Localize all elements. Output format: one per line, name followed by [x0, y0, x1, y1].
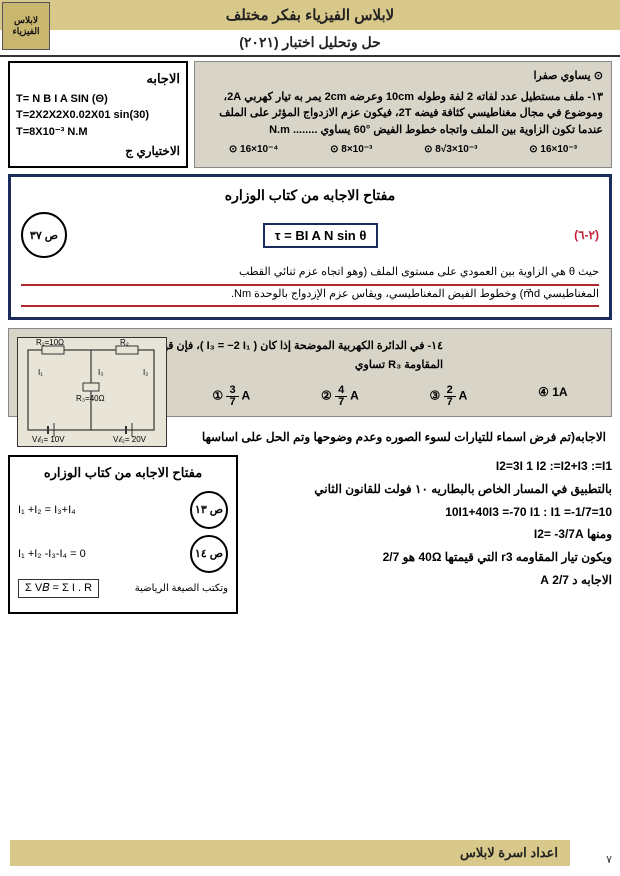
r1-label: R₁=10Ω	[36, 338, 64, 347]
key13-note1: حيث θ هي الزاوية بين العمودي على مستوى ا…	[21, 264, 599, 286]
row3: I2=3I 1 I2 :=I2+I3 :=I1 بالتطبيق في المس…	[8, 455, 612, 614]
key13: مفتاح الاجابه من كتاب الوزاره (٢-٦) τ = …	[8, 174, 612, 320]
ans-line3: T=8X10⁻³ N.M	[16, 125, 180, 138]
ans-line1: T= N B I A SIN (Θ)	[16, 93, 180, 105]
q13-opt-c: ⊙ 8×10⁻³	[330, 144, 372, 155]
page-number: ٧	[606, 853, 612, 866]
key14-r2: ص ١٤ I₁ +I₂ -I₃-I₄ = 0	[18, 535, 228, 573]
q13-opt-d: ⊙ 16×10⁻⁴	[229, 144, 278, 155]
i3-label: I₃	[98, 368, 103, 377]
key14-eq1: I₁ +I₂ = I₃+I₄	[18, 504, 76, 516]
q13-opt-b: ⊙ 8√3×10⁻³	[424, 144, 477, 155]
key13-note2: المغناطيسي m⃗d) وخطوط الفيض المغناطيسي، …	[21, 286, 599, 308]
footer: اعداد اسرة لابلاس	[10, 840, 570, 866]
sol-l1: I2=3I 1 I2 :=I2+I3 :=I1	[246, 455, 612, 478]
q13-answer: الاجابه T= N B I A SIN (Θ) T=2X2X2X0.02X…	[8, 61, 188, 168]
q13-intro: ⊙ يساوي صفرا	[203, 68, 603, 85]
ans-line2: T=2X2X2X0.02X01 sin(30)	[16, 109, 180, 121]
answer-title: الاجابه	[16, 71, 180, 87]
key14-eq3: Σ V𝐵 = Σ I . R	[18, 579, 99, 598]
q13-row: ⊙ يساوي صفرا ١٣- ملف مستطيل عدد لفاته 2 …	[8, 61, 612, 168]
logo: لابلاس الفيزياء	[2, 2, 50, 50]
r2-label: R₂	[120, 338, 129, 347]
q14-scan: R₁=10Ω R₂ R₃=40Ω V𝒷₁= 10V V𝒷₂= 20V I₁ I₃…	[8, 328, 612, 416]
header-band: لابلاس الفيزياء بفكر مختلف	[0, 0, 620, 30]
key13-formula: τ = BI A N sin θ	[263, 223, 379, 248]
key13-title: مفتاح الاجابه من كتاب الوزاره	[21, 187, 599, 204]
q13-opt-a: ⊙ 16×10⁻³	[529, 144, 577, 155]
v1-label: V𝒷₁= 10V	[32, 435, 65, 445]
key14-eq2: I₁ +I₂ -I₃-I₄ = 0	[18, 548, 86, 560]
ans-choice: الاختياري ج	[16, 144, 180, 158]
key14-title: مفتاح الاجابه من كتاب الوزاره	[18, 465, 228, 481]
q13-question: ١٣- ملف مستطيل عدد لفاته 2 لفة وطوله 10c…	[203, 89, 603, 139]
q14-opt2: ② 47 A	[321, 385, 359, 408]
sub-header: حل وتحليل اختبار (٢٠٢١)	[0, 30, 620, 57]
i1-label: I₁	[38, 368, 43, 377]
key14-p1: ص ١٣	[190, 491, 228, 529]
key14: مفتاح الاجابه من كتاب الوزاره ص ١٣ I₁ +I…	[8, 455, 238, 614]
q13-options: ⊙ 16×10⁻⁴ ⊙ 8×10⁻³ ⊙ 8√3×10⁻³ ⊙ 16×10⁻³	[203, 144, 603, 155]
sol-l4: ومنها I2= -3/7A	[246, 523, 612, 546]
i2-label: I₂	[143, 368, 148, 377]
q14-opt4: ④ 1A	[538, 385, 567, 408]
content: ⊙ يساوي صفرا ١٣- ملف مستطيل عدد لفاته 2 …	[0, 57, 620, 618]
subtitle: حل وتحليل اختبار (٢٠٢١)	[239, 34, 381, 50]
q14-opt3: ③ 27 A	[430, 385, 468, 408]
key13-ref: (٢-٦)	[574, 228, 599, 242]
v2-label: V𝒷₂= 20V	[113, 435, 146, 445]
sol-l5: ويكون تيار المقاومه r3 التي قيمتها 40Ω ه…	[246, 546, 612, 569]
key14-r3: وتكتب الصيغة الرياضية Σ V𝐵 = Σ I . R	[18, 579, 228, 598]
q13-scan: ⊙ يساوي صفرا ١٣- ملف مستطيل عدد لفاته 2 …	[194, 61, 612, 168]
sol-l6: الاجابه د 2/7 A	[246, 569, 612, 592]
header-title: لابلاس الفيزياء بفكر مختلف	[226, 7, 394, 24]
sol-l3: 10=10I1+40I3 =-70 I1 : I1 =-1/7	[246, 501, 612, 524]
key14-r1: ص ١٣ I₁ +I₂ = I₃+I₄	[18, 491, 228, 529]
r3-label: R₃=40Ω	[76, 394, 105, 403]
solution-col: I2=3I 1 I2 :=I2+I3 :=I1 بالتطبيق في المس…	[246, 455, 612, 614]
circuit-diagram: R₁=10Ω R₂ R₃=40Ω V𝒷₁= 10V V𝒷₂= 20V I₁ I₃…	[17, 337, 167, 447]
key14-note: وتكتب الصيغة الرياضية	[135, 583, 228, 594]
sol-l2: بالتطبيق في المسار الخاص بالبطاريه ١٠ فو…	[246, 478, 612, 501]
q14-opt1: ① 37 A	[212, 385, 250, 408]
key14-p2: ص ١٤	[190, 535, 228, 573]
key13-row: (٢-٦) τ = BI A N sin θ ص ٣٧	[21, 212, 599, 258]
key13-page: ص ٣٧	[21, 212, 67, 258]
